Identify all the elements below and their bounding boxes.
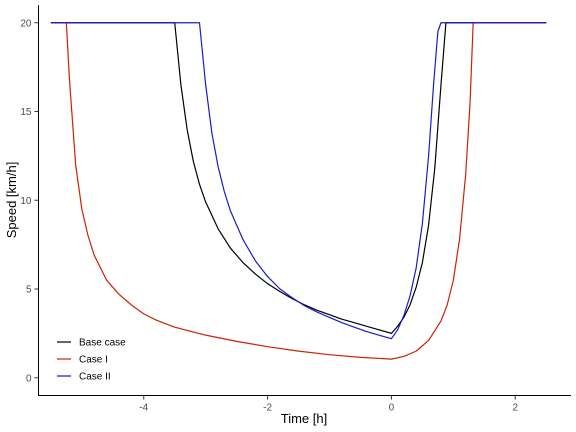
y-tick-label: 0	[26, 373, 32, 384]
legend-label-base-case: Base case	[79, 338, 126, 349]
y-tick-label: 15	[20, 107, 32, 118]
series-line-case-i	[50, 22, 547, 360]
legend: Base case Case I Case II	[57, 338, 126, 383]
y-tick-label: 20	[20, 18, 32, 29]
series-layer	[50, 22, 547, 360]
y-tick-label: 5	[26, 285, 32, 296]
y-axis-title: Speed [km/h]	[4, 162, 19, 239]
y-ticks: 0 5 10 15 20	[20, 18, 39, 384]
x-tick-label: 2	[512, 403, 518, 414]
x-tick-label: -4	[139, 403, 148, 414]
x-tick-label: 0	[389, 403, 395, 414]
series-line-case-ii	[50, 22, 547, 340]
legend-label-case-i: Case I	[79, 355, 108, 366]
legend-label-case-ii: Case II	[79, 372, 111, 383]
series-line-base-case	[50, 22, 547, 334]
x-tick-label: -2	[263, 403, 272, 414]
y-tick-label: 10	[20, 196, 32, 207]
x-ticks: -4 -2 0 2	[139, 395, 518, 414]
x-axis-title: Time [h]	[281, 411, 327, 426]
